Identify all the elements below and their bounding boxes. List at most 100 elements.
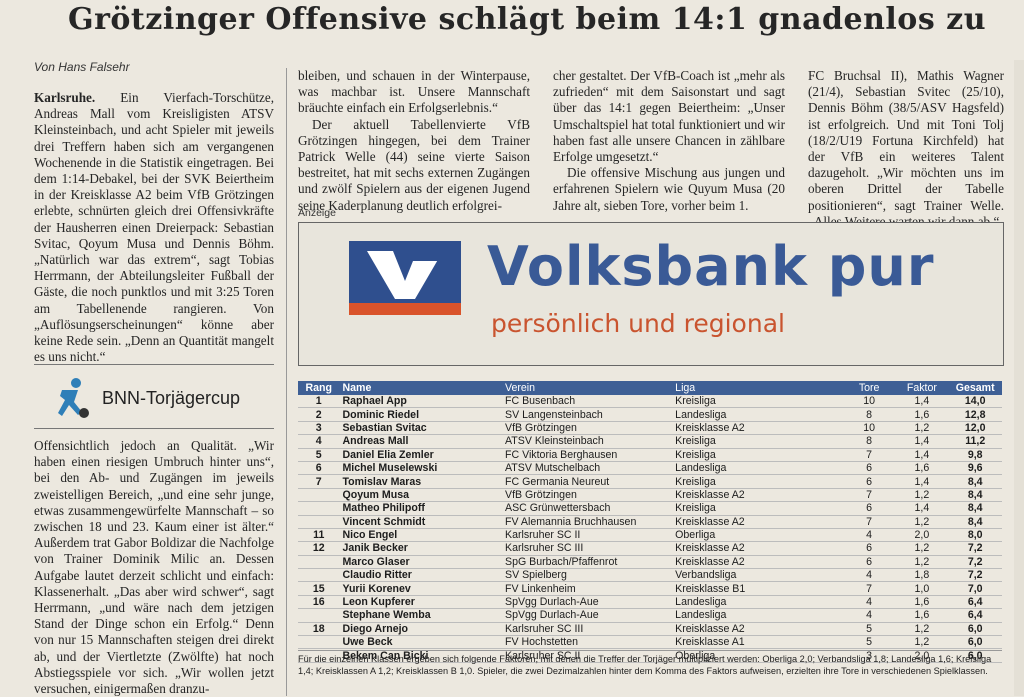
cell-gesamt: 7,2 [948,555,1002,570]
cell-verein: FV Alemannia Bruchhausen [502,515,673,529]
cell-tore: 7 [842,448,896,462]
table-row: Bekem Can Bicki Karlsruher SC II Oberliga 3… [298,648,1002,663]
cell-gesamt: 6,0 [948,648,1002,663]
cell-name: Qoyum Musa [339,488,503,503]
ad-tagline: persönlich und regional [491,309,785,338]
cell-tore: 7 [842,581,896,596]
cell-tore: 6 [842,474,896,489]
cell-verein: FC Busenbach [502,395,673,409]
table-row: Marco Glaser SpG Burbach/Pfaffenrot Kreisk… [298,555,1002,570]
cell-liga: Verbandsliga [672,568,843,583]
table-row: 4 Andreas Mall ATSV Kleinsteinbach Kreislig… [298,434,1002,449]
cell-gesamt: 8,0 [948,528,1002,543]
table-row: 5 Daniel Elia Zemler FC Viktoria Berghause… [298,448,1002,462]
section-divider [34,428,274,429]
article-text-2: bleiben, und schauen in der Winterpause,… [298,68,530,116]
article-column-2: bleiben, und schauen in der Winterpause,… [298,68,530,214]
cell-name: Yurii Korenev [339,581,503,596]
cell-verein: SpG Burbach/Pfaffenrot [502,555,673,570]
cell-rang [298,608,340,623]
cell-gesamt: 6,0 [948,622,1002,637]
cell-liga: Kreisklasse A2 [672,622,843,637]
cell-name: Dominic Riedel [339,407,503,422]
cell-tore: 7 [842,515,896,529]
table-row: Qoyum Musa VfB Grötzingen Kreisklasse A2 7 1… [298,488,1002,503]
cell-liga: Kreisliga [672,501,843,516]
cell-tore: 4 [842,595,896,610]
cell-verein: Karlsruher SC II [502,648,673,663]
cell-liga: Landesliga [672,461,843,476]
cell-liga: Landesliga [672,595,843,610]
cell-faktor: 1,6 [895,595,949,610]
cell-faktor: 1,4 [895,501,949,516]
cell-verein: Karlsruher SC II [502,528,673,543]
cell-liga: Oberliga [672,528,843,543]
cell-tore: 10 [842,395,896,409]
col-header-faktor: Faktor [895,381,949,395]
col-header-rang: Rang [298,381,340,395]
cell-tore: 8 [842,434,896,449]
cell-gesamt: 9,6 [948,461,1002,476]
cell-tore: 4 [842,528,896,543]
vr-logo-mark-icon [367,251,443,299]
cell-tore: 6 [842,541,896,556]
cell-rang: 16 [298,595,340,610]
cell-faktor: 1,4 [895,434,949,449]
cell-rang: 12 [298,541,340,556]
table-row: Vincent Schmidt FV Alemannia Bruchhausen K… [298,515,1002,529]
cell-faktor: 1,4 [895,474,949,489]
cell-name: Bekem Can Bicki [339,648,503,663]
cell-faktor: 2,0 [895,648,949,663]
cell-faktor: 1,2 [895,555,949,570]
cell-liga: Kreisklasse A2 [672,421,843,436]
cell-faktor: 1,6 [895,407,949,422]
table-row: 11 Nico Engel Karlsruher SC II Oberliga 4 2,0… [298,528,1002,543]
cell-faktor: 1,6 [895,461,949,476]
cell-verein: ATSV Kleinsteinbach [502,434,673,449]
cell-tore: 8 [842,407,896,422]
cell-verein: ATSV Mutschelbach [502,461,673,476]
cell-name: Tomislav Maras [339,474,503,489]
cell-liga: Kreisliga [672,474,843,489]
article-text-4: FC Bruchsal II), Mathis Wagner (21/4), S… [808,68,1004,229]
table-row: 2 Dominic Riedel SV Langensteinbach Landesl… [298,407,1002,422]
article-text-3: cher gestaltet. Der VfB-Coach ist „mehr … [553,68,785,165]
cell-rang [298,501,340,516]
cell-rang: 18 [298,622,340,637]
cell-liga: Kreisklasse A2 [672,488,843,503]
table-row: Uwe Beck FV Hochstetten Kreisklasse A1 5 1,2… [298,635,1002,650]
cell-name: Sebastian Svitac [339,421,503,436]
cell-gesamt: 6,4 [948,608,1002,623]
cell-liga: Kreisliga [672,448,843,462]
ad-label: Anzeige [298,207,336,219]
cell-name: Claudio Ritter [339,568,503,583]
cell-verein: FV Linkenheim [502,581,673,596]
torjaeger-table: Rang Name Verein Liga Tore Faktor Gesamt… [298,381,1002,663]
cell-faktor: 1,4 [895,395,949,409]
cell-liga: Kreisliga [672,395,843,409]
table-row: 15 Yurii Korenev FV Linkenheim Kreisklasse … [298,581,1002,596]
cell-verein: Karlsruher SC III [502,541,673,556]
cell-tore: 7 [842,488,896,503]
cell-gesamt: 8,4 [948,515,1002,529]
cell-liga: Kreisklasse A2 [672,555,843,570]
cell-rang: 3 [298,421,340,436]
cell-rang: 15 [298,581,340,596]
col-header-tore: Tore [842,381,896,395]
cell-gesamt: 6,4 [948,595,1002,610]
cell-rang: 5 [298,448,340,462]
cell-verein: VfB Grötzingen [502,488,673,503]
cell-gesamt: 9,8 [948,448,1002,462]
cell-faktor: 1,2 [895,635,949,650]
cell-gesamt: 14,0 [948,395,1002,409]
cell-gesamt: 8,4 [948,488,1002,503]
cell-name: Raphael App [339,395,503,409]
cell-rang: 1 [298,395,340,409]
cell-rang: 6 [298,461,340,476]
cell-name: Janik Becker [339,541,503,556]
cell-gesamt: 11,2 [948,434,1002,449]
cell-verein: SV Langensteinbach [502,407,673,422]
cell-verein: SpVgg Durlach-Aue [502,595,673,610]
cell-verein: SV Spielberg [502,568,673,583]
cell-gesamt: 8,4 [948,474,1002,489]
